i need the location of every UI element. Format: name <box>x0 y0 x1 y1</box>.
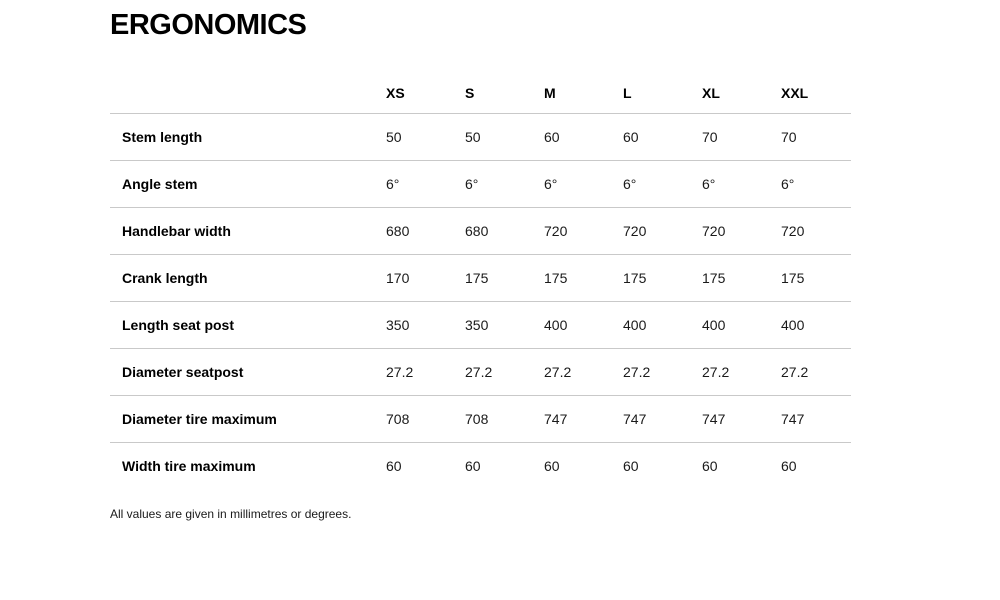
ergonomics-page: ERGONOMICS XS S M L XL XXL Stem length 50 50 60 6… <box>110 9 851 521</box>
value-cell: 680 <box>386 222 410 239</box>
value-cell: 170 <box>386 269 410 286</box>
value-cell: 175 <box>465 269 489 286</box>
value-cell: 60 <box>623 128 639 145</box>
value-cell: 747 <box>544 410 568 427</box>
value-cell: 50 <box>386 128 402 145</box>
value-cell: 60 <box>623 457 639 474</box>
value-cell: 6° <box>544 175 558 192</box>
value-cell: 70 <box>702 128 718 145</box>
row-label: Angle stem <box>122 175 198 192</box>
value-cell: 720 <box>702 222 726 239</box>
table-row: Diameter seatpost 27.2 27.2 27.2 27.2 27.2 27.… <box>110 347 851 395</box>
row-label: Handlebar width <box>122 222 231 239</box>
table-row: Stem length 50 50 60 60 70 70 <box>110 112 851 160</box>
table-row: Diameter tire maximum 708 708 747 747 747 747 <box>110 394 851 442</box>
value-cell: 27.2 <box>623 363 651 380</box>
column-header-s: S <box>465 84 475 101</box>
table-header-row: XS S M L XL XXL <box>110 73 851 113</box>
value-cell: 747 <box>623 410 647 427</box>
column-header-l: L <box>623 84 632 101</box>
value-cell: 350 <box>465 316 489 333</box>
value-cell: 60 <box>544 128 560 145</box>
value-cell: 350 <box>386 316 410 333</box>
value-cell: 70 <box>781 128 797 145</box>
column-header-xl: XL <box>702 84 720 101</box>
value-cell: 6° <box>386 175 400 192</box>
value-cell: 6° <box>702 175 716 192</box>
value-cell: 6° <box>781 175 795 192</box>
column-header-m: M <box>544 84 556 101</box>
row-label: Stem length <box>122 128 203 145</box>
table-row: Crank length 170 175 175 175 175 175 <box>110 253 851 301</box>
table-row: Angle stem 6° 6° 6° 6° 6° 6° <box>110 159 851 207</box>
row-label: Diameter seatpost <box>122 363 244 380</box>
value-cell: 27.2 <box>386 363 414 380</box>
value-cell: 708 <box>386 410 410 427</box>
value-cell: 400 <box>623 316 647 333</box>
table-row: Handlebar width 680 680 720 720 720 720 <box>110 206 851 254</box>
value-cell: 175 <box>781 269 805 286</box>
footnote: All values are given in millimetres or d… <box>110 506 352 521</box>
value-cell: 175 <box>544 269 568 286</box>
value-cell: 747 <box>781 410 805 427</box>
value-cell: 60 <box>702 457 718 474</box>
column-header-xxl: XXL <box>781 84 809 101</box>
value-cell: 175 <box>623 269 647 286</box>
value-cell: 720 <box>623 222 647 239</box>
value-cell: 680 <box>465 222 489 239</box>
value-cell: 720 <box>781 222 805 239</box>
value-cell: 27.2 <box>781 363 809 380</box>
value-cell: 175 <box>702 269 726 286</box>
value-cell: 60 <box>544 457 560 474</box>
row-label: Crank length <box>122 269 208 286</box>
value-cell: 60 <box>781 457 797 474</box>
value-cell: 400 <box>702 316 726 333</box>
value-cell: 400 <box>781 316 805 333</box>
value-cell: 27.2 <box>702 363 730 380</box>
value-cell: 50 <box>465 128 481 145</box>
value-cell: 6° <box>623 175 637 192</box>
table-row: Length seat post 350 350 400 400 400 400 <box>110 300 851 348</box>
row-label: Width tire maximum <box>122 457 256 474</box>
value-cell: 27.2 <box>544 363 572 380</box>
value-cell: 747 <box>702 410 726 427</box>
value-cell: 400 <box>544 316 568 333</box>
page-title: ERGONOMICS <box>110 9 307 41</box>
value-cell: 6° <box>465 175 479 192</box>
value-cell: 60 <box>386 457 402 474</box>
value-cell: 708 <box>465 410 489 427</box>
ergonomics-table: XS S M L XL XXL Stem length 50 50 60 60 70 70 Angle … <box>110 73 851 489</box>
value-cell: 60 <box>465 457 481 474</box>
row-label: Diameter tire maximum <box>122 410 277 427</box>
column-header-xs: XS <box>386 84 405 101</box>
table-row: Width tire maximum 60 60 60 60 60 60 <box>110 441 851 489</box>
row-label: Length seat post <box>122 316 235 333</box>
value-cell: 27.2 <box>465 363 493 380</box>
value-cell: 720 <box>544 222 568 239</box>
